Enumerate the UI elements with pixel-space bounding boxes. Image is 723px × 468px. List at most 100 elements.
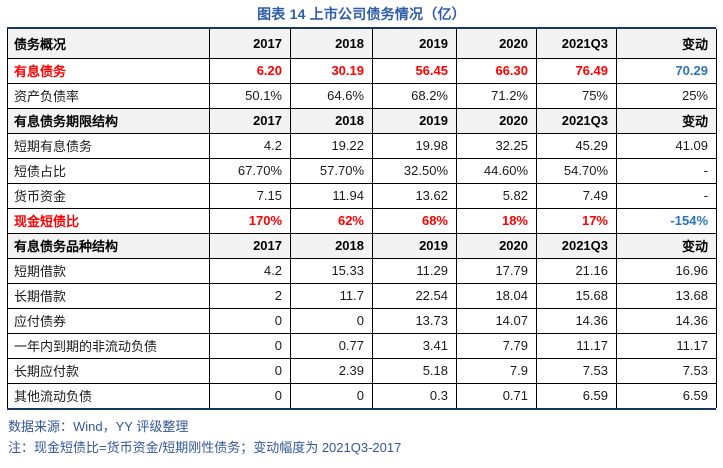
cell: 44.60% xyxy=(456,157,537,184)
cell: 57.70% xyxy=(290,157,373,184)
cell: 0.71 xyxy=(456,382,537,408)
row-label: 短债占比 xyxy=(7,157,210,184)
table-row-interest-bearing-debt: 有息债务 6.20 30.19 56.45 66.30 76.49 70.29 xyxy=(7,57,717,84)
cell: 11.29 xyxy=(372,257,457,284)
cell: 17% xyxy=(536,207,617,234)
cell: 66.30 xyxy=(456,57,537,84)
cell: 0 xyxy=(290,382,373,408)
cell-change: - xyxy=(616,157,717,184)
cell: 5.18 xyxy=(372,357,457,384)
column-header-change: 变动 xyxy=(616,29,717,59)
cell: 54.70% xyxy=(536,157,617,184)
row-label: 短期有息债务 xyxy=(7,132,210,159)
cell: 5.82 xyxy=(456,182,537,209)
cell: 7.53 xyxy=(536,357,617,384)
row-label: 现金短债比 xyxy=(7,207,210,234)
row-label: 短期借款 xyxy=(7,257,210,284)
table-row-cash-short-debt-ratio: 现金短债比 170% 62% 68% 18% 17% -154% xyxy=(7,207,717,234)
cell: 4.2 xyxy=(209,257,291,284)
column-header-2021q3: 2021Q3 xyxy=(536,29,617,59)
column-header-2017: 2017 xyxy=(209,29,291,59)
column-header-2020: 2020 xyxy=(456,107,537,134)
cell: 19.98 xyxy=(372,132,457,159)
column-header-2020: 2020 xyxy=(456,29,537,59)
cell-change: 14.36 xyxy=(616,307,717,334)
cell: 71.2% xyxy=(456,82,537,109)
table-row-noncurrent-liabilities-due-1y: 一年内到期的非流动负债 0 0.77 3.41 7.79 11.17 11.17 xyxy=(7,332,717,359)
cell: 0.3 xyxy=(372,382,457,408)
cell: 13.73 xyxy=(372,307,457,334)
cell: 32.50% xyxy=(372,157,457,184)
cell: 50.1% xyxy=(209,82,291,109)
cell: 64.6% xyxy=(290,82,373,109)
footnotes: 数据来源：Wind，YY 评级整理 注：现金短债比=货币资金/短期刚性债务；变动… xyxy=(8,416,715,458)
cell: 14.36 xyxy=(536,307,617,334)
cell: 0 xyxy=(290,307,373,334)
cell: 13.62 xyxy=(372,182,457,209)
cell: 17.79 xyxy=(456,257,537,284)
calculation-note: 注：现金短债比=货币资金/短期刚性债务；变动幅度为 2021Q3-2017 xyxy=(8,440,402,455)
row-label: 应付债券 xyxy=(7,307,210,334)
table-row-short-term-debt: 短期有息债务 4.2 19.22 19.98 32.25 45.29 41.09 xyxy=(7,132,717,159)
column-header-change: 变动 xyxy=(616,232,717,259)
column-header-2019: 2019 xyxy=(372,107,457,134)
cell: 56.45 xyxy=(372,57,457,84)
row-label: 一年内到期的非流动负债 xyxy=(7,332,210,359)
column-header-2019: 2019 xyxy=(372,232,457,259)
column-header-2017: 2017 xyxy=(209,107,291,134)
cell: 2 xyxy=(209,282,291,309)
cell-change: 16.96 xyxy=(616,257,717,284)
cell: 68% xyxy=(372,207,457,234)
column-header-change: 变动 xyxy=(616,107,717,134)
cell: 75% xyxy=(536,82,617,109)
column-header-label: 债务概况 xyxy=(7,29,210,59)
row-label: 货币资金 xyxy=(7,182,210,209)
row-label: 有息债务 xyxy=(7,57,210,84)
cell: 32.25 xyxy=(456,132,537,159)
cell: 18.04 xyxy=(456,282,537,309)
column-header-2018: 2018 xyxy=(290,29,373,59)
table-row-short-term-loans: 短期借款 4.2 15.33 11.29 17.79 21.16 16.96 xyxy=(7,257,717,284)
column-header-2017: 2017 xyxy=(209,232,291,259)
table-header-row: 债务概况 2017 2018 2019 2020 2021Q3 变动 xyxy=(7,29,717,59)
table-row-long-term-payables: 长期应付款 0 2.39 5.18 7.9 7.53 7.53 xyxy=(7,357,717,384)
cell: 0 xyxy=(209,357,291,384)
cell: 0 xyxy=(209,307,291,334)
cell: 170% xyxy=(209,207,291,234)
cell: 45.29 xyxy=(536,132,617,159)
section-header-variety-structure: 有息债务品种结构 2017 2018 2019 2020 2021Q3 变动 xyxy=(7,232,717,259)
cell: 7.49 xyxy=(536,182,617,209)
table-row-long-term-loans: 长期借款 2 11.7 22.54 18.04 15.68 13.68 xyxy=(7,282,717,309)
cell-change: 7.53 xyxy=(616,357,717,384)
cell: 11.94 xyxy=(290,182,373,209)
data-source-note: 数据来源：Wind，YY 评级整理 xyxy=(8,419,189,434)
cell: 11.17 xyxy=(536,332,617,359)
row-label: 其他流动负债 xyxy=(7,382,210,408)
cell: 7.15 xyxy=(209,182,291,209)
cell: 11.7 xyxy=(290,282,373,309)
cell: 6.59 xyxy=(536,382,617,408)
cell: 22.54 xyxy=(372,282,457,309)
row-label: 长期应付款 xyxy=(7,357,210,384)
cell: 15.33 xyxy=(290,257,373,284)
cell: 76.49 xyxy=(536,57,617,84)
cell: 3.41 xyxy=(372,332,457,359)
debt-table: 债务概况 2017 2018 2019 2020 2021Q3 变动 有息债务 … xyxy=(7,29,717,408)
section-label: 有息债务品种结构 xyxy=(7,232,210,259)
cell: 30.19 xyxy=(290,57,373,84)
row-label: 长期借款 xyxy=(7,282,210,309)
figure-title: 图表 14 上市公司债务情况（亿） xyxy=(257,6,466,22)
cell-change: 70.29 xyxy=(616,57,717,84)
column-header-2021q3: 2021Q3 xyxy=(536,107,617,134)
row-label: 资产负债率 xyxy=(7,82,210,109)
column-header-2021q3: 2021Q3 xyxy=(536,232,617,259)
cell: 67.70% xyxy=(209,157,291,184)
debt-table-frame: 债务概况 2017 2018 2019 2020 2021Q3 变动 有息债务 … xyxy=(7,27,717,410)
section-label: 有息债务期限结构 xyxy=(7,107,210,134)
cell-change: 6.59 xyxy=(616,382,717,408)
cell: 0.77 xyxy=(290,332,373,359)
cell: 0 xyxy=(209,332,291,359)
cell: 15.68 xyxy=(536,282,617,309)
cell: 6.20 xyxy=(209,57,291,84)
